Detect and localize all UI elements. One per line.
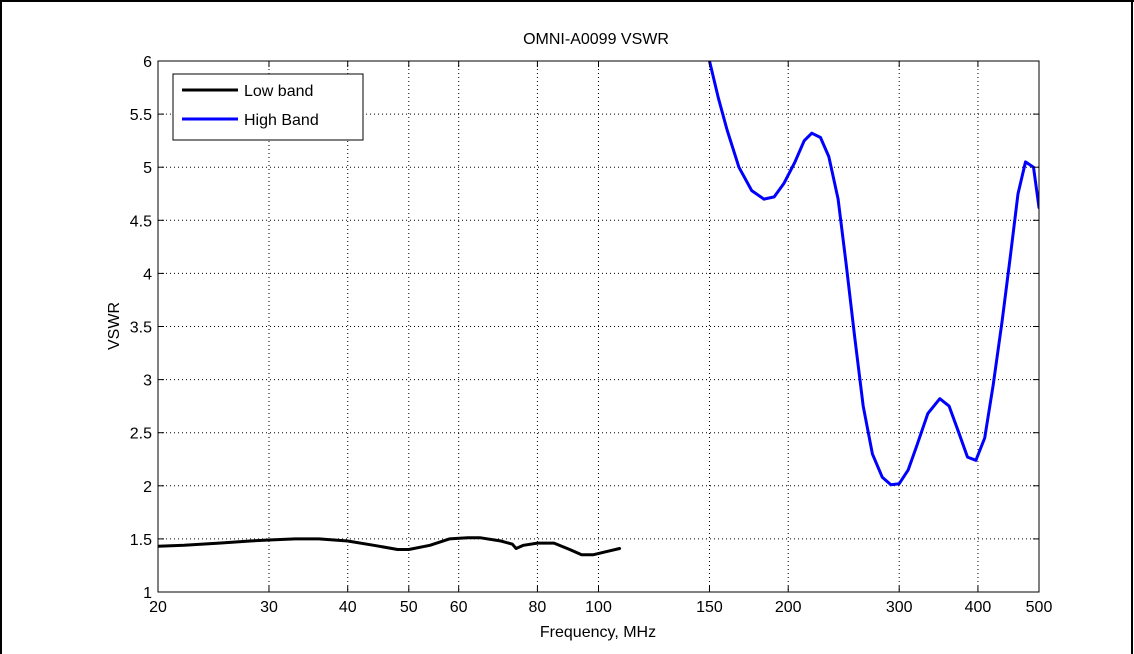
x-tick-label: 60 [450, 599, 468, 616]
legend-box [172, 73, 364, 141]
x-tick-label: 80 [529, 599, 547, 616]
x-tick-label: 100 [585, 599, 612, 616]
chart-title: OMNI-A0099 VSWR [523, 31, 669, 48]
x-tick-label: 20 [149, 599, 167, 616]
x-tick-label: 200 [775, 599, 802, 616]
series-line-high-band [708, 61, 1039, 487]
legend-label-low-band: Low band [244, 83, 313, 100]
y-tick-label: 1 [143, 585, 152, 602]
x-tick-label: 150 [696, 599, 723, 616]
y-tick-label: 4 [143, 266, 152, 283]
series-group [158, 61, 1039, 557]
y-tick-label: 2.5 [130, 426, 152, 443]
x-tick-label: 40 [339, 599, 357, 616]
y-tick-label: 3 [143, 373, 152, 390]
y-tick-label: 4.5 [130, 213, 152, 230]
x-axis-label: Frequency, MHz [540, 624, 656, 641]
x-tick-label: 300 [886, 599, 913, 616]
y-tick-label: 6 [143, 54, 152, 71]
legend: Low band High Band [172, 73, 364, 141]
y-tick-label: 5.5 [130, 107, 152, 124]
x-tick-label: 50 [400, 599, 418, 616]
x-tick-label: 400 [965, 599, 992, 616]
series-line-low-band [158, 536, 622, 557]
x-tick-label: 500 [1026, 599, 1053, 616]
y-tick-label: 5 [143, 160, 152, 177]
y-axis-ticks: 1 1.5 2 2.5 3 3.5 4 4.5 5 5.5 6 [130, 54, 1039, 602]
y-tick-label: 2 [143, 479, 152, 496]
x-axis-ticks: 20 30 40 50 60 80 100 150 200 300 400 500 [149, 61, 1052, 616]
y-axis-label: VSWR [106, 302, 123, 350]
grid [158, 61, 1039, 592]
y-tick-label: 1.5 [130, 532, 152, 549]
legend-label-high-band: High Band [244, 112, 319, 129]
x-tick-label: 30 [260, 599, 278, 616]
y-tick-label: 3.5 [130, 320, 152, 337]
